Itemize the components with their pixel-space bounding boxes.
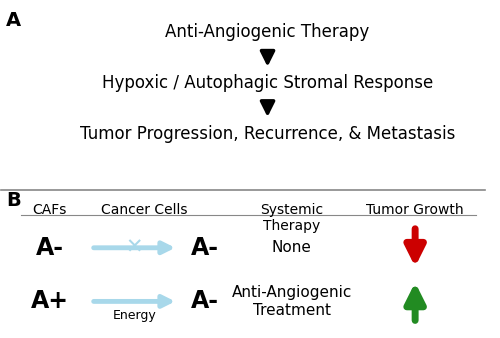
Text: A+: A+ xyxy=(31,289,69,313)
Text: None: None xyxy=(272,240,312,255)
Text: A-: A- xyxy=(190,236,218,260)
Text: A: A xyxy=(6,11,22,30)
Text: Cancer Cells: Cancer Cells xyxy=(101,202,188,217)
Text: B: B xyxy=(6,191,21,210)
Text: Tumor Growth: Tumor Growth xyxy=(366,202,464,217)
Text: A-: A- xyxy=(36,236,64,260)
Text: Hypoxic / Autophagic Stromal Response: Hypoxic / Autophagic Stromal Response xyxy=(102,73,433,92)
Text: Systemic
Therapy: Systemic Therapy xyxy=(260,202,324,233)
Text: Energy: Energy xyxy=(112,309,156,322)
Text: Anti-Angiogenic
Treatment: Anti-Angiogenic Treatment xyxy=(232,285,352,318)
Text: Anti-Angiogenic Therapy: Anti-Angiogenic Therapy xyxy=(166,23,370,41)
Text: CAFs: CAFs xyxy=(32,202,67,217)
Text: ✕: ✕ xyxy=(126,238,143,258)
Text: Tumor Progression, Recurrence, & Metastasis: Tumor Progression, Recurrence, & Metasta… xyxy=(80,125,455,143)
Text: A-: A- xyxy=(190,289,218,313)
